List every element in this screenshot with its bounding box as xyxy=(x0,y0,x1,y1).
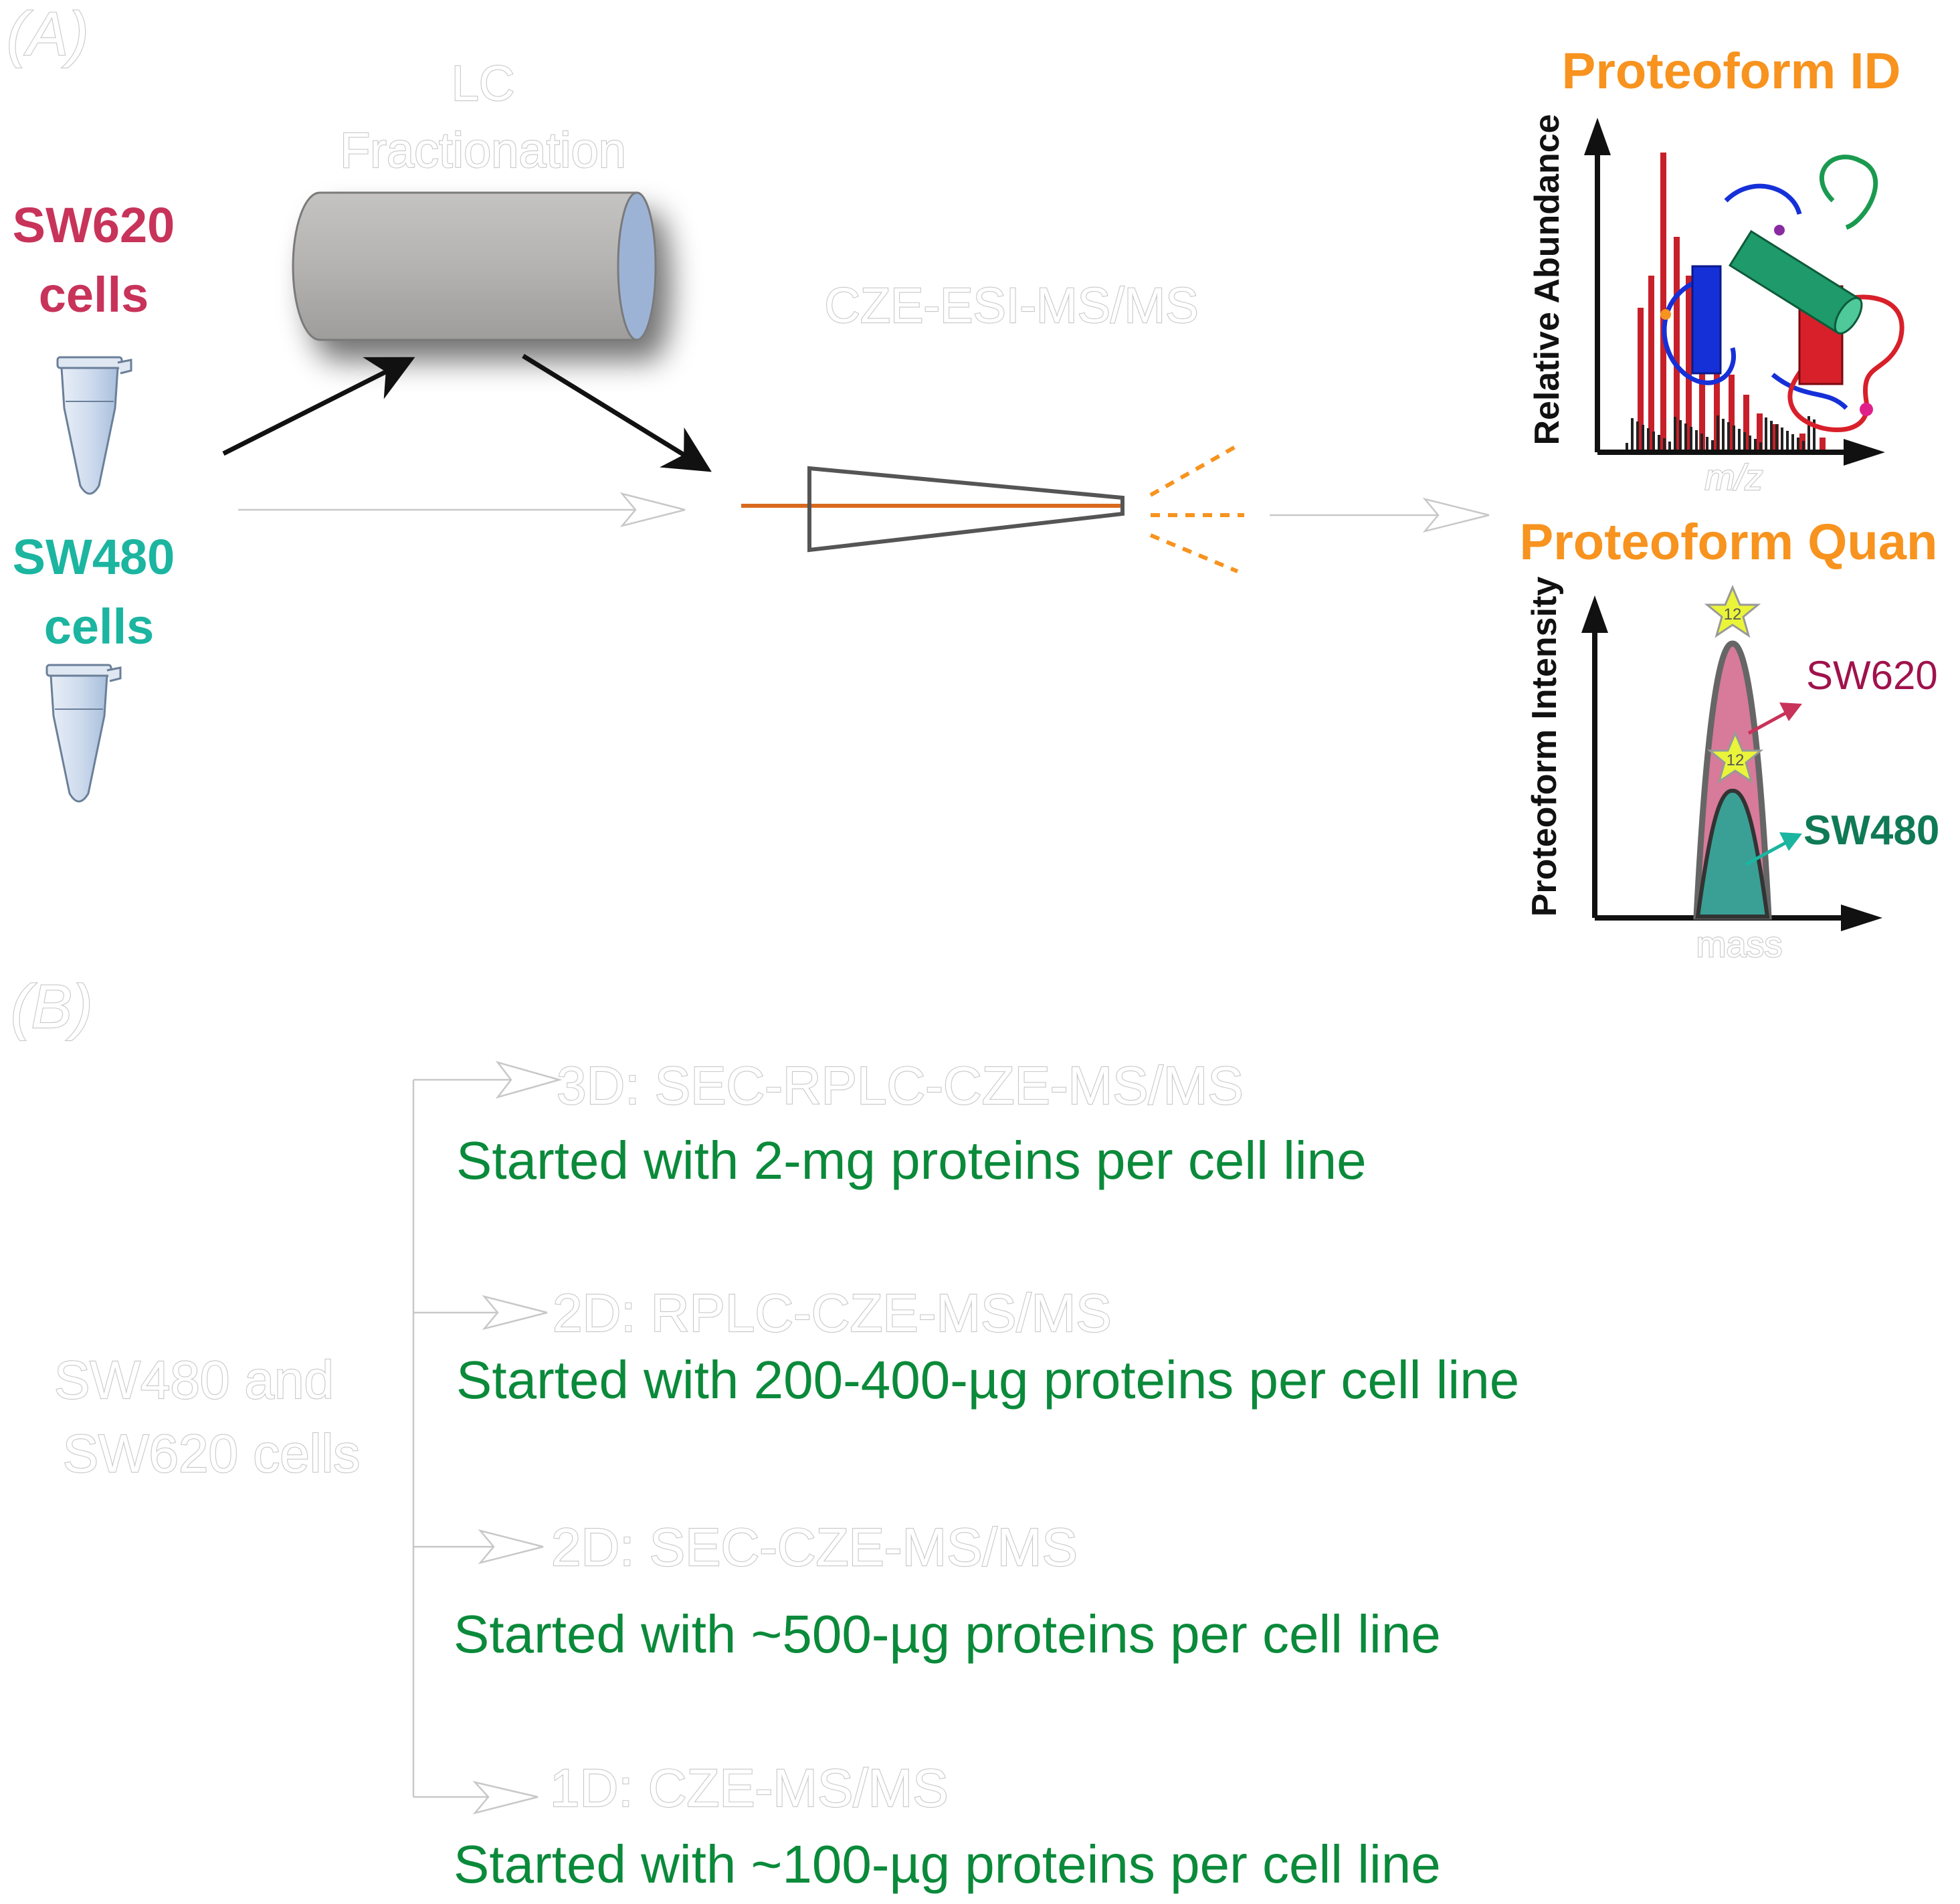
spectrum-noise-peak xyxy=(1738,429,1741,450)
spectrum-noise-peak xyxy=(1711,440,1714,450)
panelb-source-line1: SW480 and xyxy=(54,1350,334,1410)
spectrum-noise-peak xyxy=(1786,431,1789,450)
spectrum-noise-peak xyxy=(1749,436,1751,450)
strategy-1d-note: Started with ~100-µg proteins per cell l… xyxy=(454,1834,1441,1894)
spectrum-noise-peak xyxy=(1684,423,1687,450)
svg-text:12: 12 xyxy=(1727,751,1745,769)
spectrum-noise-peak xyxy=(1706,437,1708,450)
spectrum-noise-peak xyxy=(1775,424,1778,450)
spectrum-noise-peak xyxy=(1759,442,1762,450)
strategy-3d-note: Started with 2-mg proteins per cell line xyxy=(456,1131,1367,1190)
spectrum-noise-peak xyxy=(1791,434,1794,450)
sw620-cells-label: cells xyxy=(39,267,149,322)
spectrum-peak xyxy=(1648,276,1654,450)
quan-ylabel: Proteoform Intensity xyxy=(1525,577,1564,917)
cze-capillary-icon xyxy=(741,466,1124,553)
spectrum-peak xyxy=(1638,308,1644,450)
arrow-to-lc xyxy=(222,357,415,456)
protein-structure-icon xyxy=(1660,155,1904,432)
arrow-from-lc xyxy=(522,354,712,472)
spectrum-peak xyxy=(1699,325,1705,450)
spectrum-noise-peak xyxy=(1668,442,1671,450)
spectrum-noise-peak xyxy=(1636,421,1639,450)
star-icon: 12 xyxy=(1704,585,1761,638)
spectrum-noise-peak xyxy=(1717,415,1719,450)
spectrum-peak xyxy=(1820,438,1826,450)
panelb-source-line2: SW620 cells xyxy=(63,1424,361,1483)
spectrum-noise-peak xyxy=(1813,419,1816,450)
proteoform-quan-title: Proteoform Quan xyxy=(1520,514,1938,571)
strategy-3d-name: 3D: SEC-RPLC-CZE-MS/MS xyxy=(557,1056,1244,1115)
sw480-cells-label: cells xyxy=(44,599,155,654)
strategy-2d-sec-name: 2D: SEC-CZE-MS/MS xyxy=(551,1517,1078,1577)
spectrum-noise-peak xyxy=(1652,432,1655,450)
sw480-label: SW480 xyxy=(13,529,175,585)
spectrum-plot xyxy=(1584,118,1904,466)
spectrum-noise-peak xyxy=(1727,422,1730,450)
quan-xlabel: mass xyxy=(1696,925,1782,965)
lc-fractionation-label: Fractionation xyxy=(340,122,626,178)
spectrum-peak xyxy=(1743,395,1749,450)
spectrum-noise-peak xyxy=(1802,441,1805,450)
sw620-tube-icon xyxy=(56,356,132,495)
spectrum-peak xyxy=(1729,375,1735,450)
spectrum-noise-peak xyxy=(1674,417,1676,450)
direct-arrow xyxy=(238,492,686,528)
esi-spray-icon xyxy=(1149,444,1244,573)
spectrum-ylabel: Relative Abundance xyxy=(1528,114,1567,445)
spectrum-noise-peak xyxy=(1807,416,1810,450)
proteoform-id-title: Proteoform ID xyxy=(1562,43,1901,100)
sw620-label: SW620 xyxy=(13,197,175,253)
spectrum-noise-peak xyxy=(1626,443,1628,450)
lc-label: LC xyxy=(452,56,515,111)
spectrum-peak xyxy=(1660,153,1666,450)
spectrum-noise-peak xyxy=(1770,421,1773,450)
panel-a-label: (A) xyxy=(7,0,89,68)
spectrum-noise-peak xyxy=(1797,438,1799,450)
strategy-1d-name: 1D: CZE-MS/MS xyxy=(550,1758,949,1818)
spectrum-noise-peak xyxy=(1663,438,1666,450)
spectrum-noise-peak xyxy=(1647,428,1650,450)
star-icon: 12 xyxy=(1706,731,1764,784)
svg-text:12: 12 xyxy=(1724,605,1742,624)
spectrum-noise-peak xyxy=(1631,418,1634,450)
spectrum-noise-peak xyxy=(1781,427,1783,450)
sw480-tube-icon xyxy=(45,664,122,803)
quan-plot: 12 12 xyxy=(1581,585,1882,931)
strategy-2d-sec-note: Started with ~500-µg proteins per cell l… xyxy=(454,1604,1441,1664)
quan-sw480-label: SW480 xyxy=(1803,807,1939,854)
spectrum-noise-peak xyxy=(1679,420,1682,450)
spectrum-noise-peak xyxy=(1695,430,1698,450)
spectrum-peak xyxy=(1674,237,1680,450)
strategy-2d-rplc-note: Started with 200-400-µg proteins per cel… xyxy=(456,1350,1519,1410)
spectrum-noise-peak xyxy=(1743,432,1746,450)
spectrum-peak xyxy=(1714,348,1720,450)
arrow-to-ms xyxy=(1270,497,1490,533)
spectrum-noise-peak xyxy=(1722,419,1725,450)
panel-b-label: (B) xyxy=(11,973,93,1041)
lc-column-icon xyxy=(292,191,657,341)
spectrum-noise-peak xyxy=(1765,417,1767,450)
strategy-2d-rplc-name: 2D: RPLC-CZE-MS/MS xyxy=(553,1283,1112,1343)
spectrum-peak xyxy=(1686,276,1692,450)
spectrum-noise-peak xyxy=(1700,434,1703,450)
spectrum-xlabel: m/z xyxy=(1705,458,1763,498)
spectrum-noise-peak xyxy=(1733,425,1735,450)
spectrum-noise-peak xyxy=(1658,435,1660,450)
spectrum-noise-peak xyxy=(1754,439,1757,450)
quan-sw620-label: SW620 xyxy=(1806,653,1938,698)
cze-esi-label: CZE-ESI-MS/MS xyxy=(824,278,1198,333)
strategy-arrowheads xyxy=(472,1060,563,1815)
spectrum-peak xyxy=(1757,413,1763,450)
spectrum-noise-peak xyxy=(1690,427,1692,450)
spectrum-noise-peak xyxy=(1642,425,1644,450)
